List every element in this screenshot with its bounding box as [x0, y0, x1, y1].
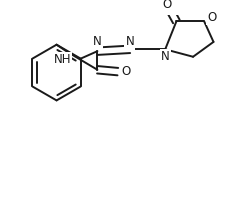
- Text: O: O: [121, 65, 130, 78]
- Text: NH: NH: [53, 53, 71, 66]
- Text: N: N: [93, 35, 101, 48]
- Text: N: N: [160, 50, 169, 63]
- Text: O: O: [162, 0, 171, 11]
- Text: N: N: [125, 35, 134, 48]
- Text: O: O: [206, 11, 215, 24]
